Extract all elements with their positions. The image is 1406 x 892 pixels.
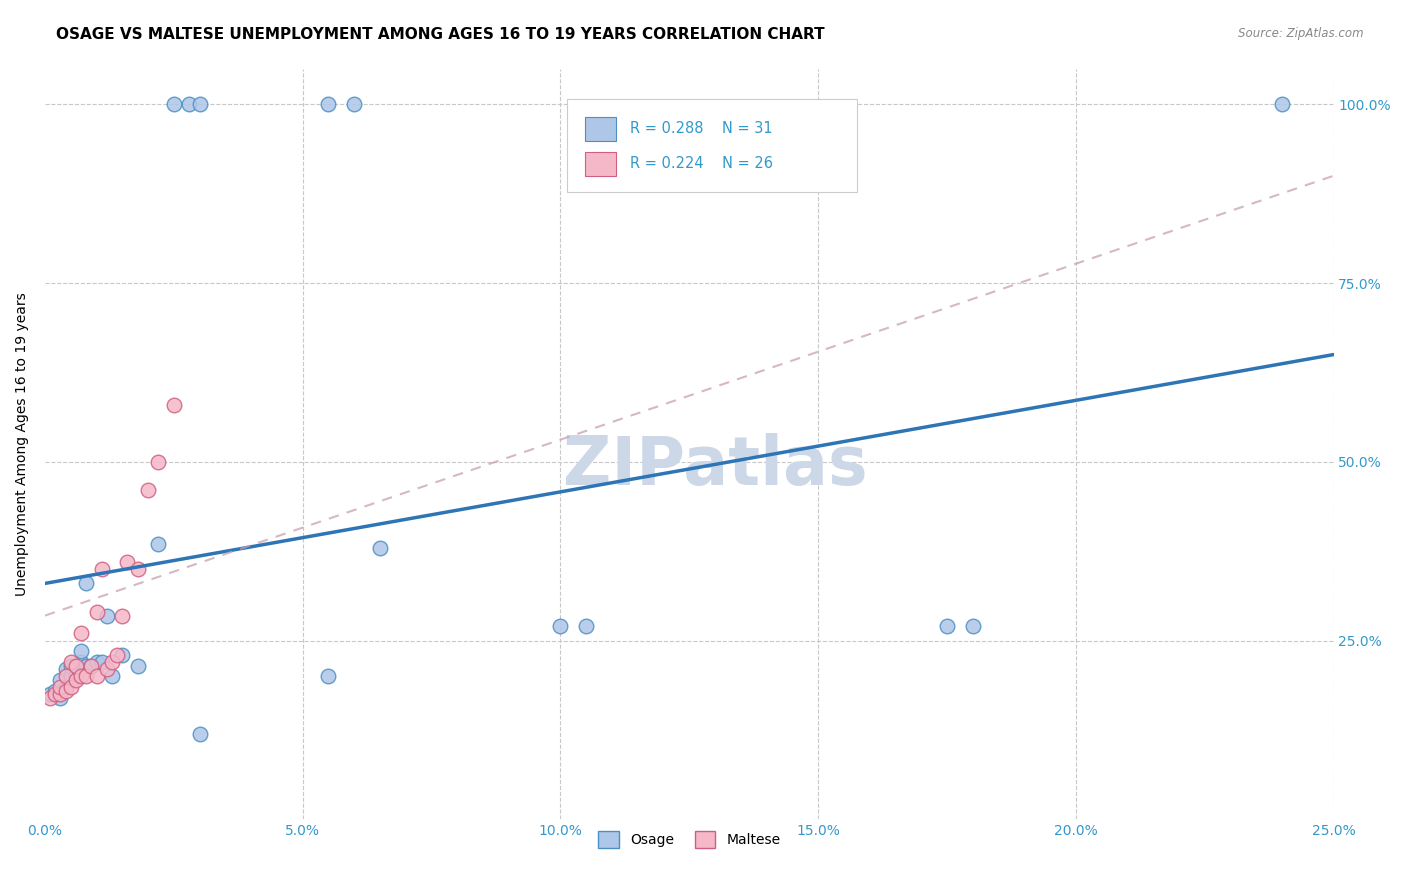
Point [49,673,72,687]
Point [86,669,108,683]
Text: OSAGE VS MALTESE UNEMPLOYMENT AMONG AGES 16 TO 19 YEARS CORRELATION CHART: OSAGE VS MALTESE UNEMPLOYMENT AMONG AGES… [56,27,825,42]
Point [936,619,959,633]
Point [90,562,112,576]
Point [75,658,97,673]
Point [70,626,93,640]
Point [318,669,340,683]
Point [49,680,72,694]
Point [55,662,77,676]
Point [1271,97,1294,112]
Point [59,673,82,687]
Point [55,683,77,698]
Point [188,726,211,740]
Point [148,455,170,469]
Point [148,537,170,551]
Point [368,541,391,555]
Point [111,608,134,623]
Point [59,655,82,669]
Point [44,687,66,701]
Point [75,669,97,683]
Point [127,562,149,576]
Point [86,655,108,669]
Point [575,619,598,633]
Point [318,97,340,112]
FancyBboxPatch shape [585,117,616,141]
Point [65,658,87,673]
Point [101,669,124,683]
Point [117,555,139,569]
FancyBboxPatch shape [567,98,856,193]
Text: R = 0.224    N = 26: R = 0.224 N = 26 [630,156,773,171]
Point [59,658,82,673]
Point [127,658,149,673]
Point [179,97,201,112]
Point [55,669,77,683]
Y-axis label: Unemployment Among Ages 16 to 19 years: Unemployment Among Ages 16 to 19 years [15,292,30,596]
Point [80,658,103,673]
Point [55,680,77,694]
Point [96,662,118,676]
Point [39,687,62,701]
Point [80,658,103,673]
Point [343,97,366,112]
Text: R = 0.288    N = 31: R = 0.288 N = 31 [630,121,772,136]
Point [59,680,82,694]
Point [136,483,159,498]
Point [105,648,128,662]
Point [188,97,211,112]
Point [962,619,984,633]
Point [101,655,124,669]
Legend: Osage, Maltese: Osage, Maltese [592,826,786,854]
Point [59,669,82,683]
Text: ZIPatlas: ZIPatlas [562,434,868,500]
Point [65,669,87,683]
Point [96,608,118,623]
Point [70,655,93,669]
Point [90,655,112,669]
Point [86,605,108,619]
Point [65,658,87,673]
Point [70,669,93,683]
Point [70,644,93,658]
Point [44,683,66,698]
Point [163,97,186,112]
Point [49,690,72,705]
Point [111,648,134,662]
Point [163,398,186,412]
Point [65,673,87,687]
Point [39,690,62,705]
FancyBboxPatch shape [585,152,616,176]
Point [49,687,72,701]
Text: Source: ZipAtlas.com: Source: ZipAtlas.com [1239,27,1364,40]
Point [75,576,97,591]
Point [550,619,572,633]
